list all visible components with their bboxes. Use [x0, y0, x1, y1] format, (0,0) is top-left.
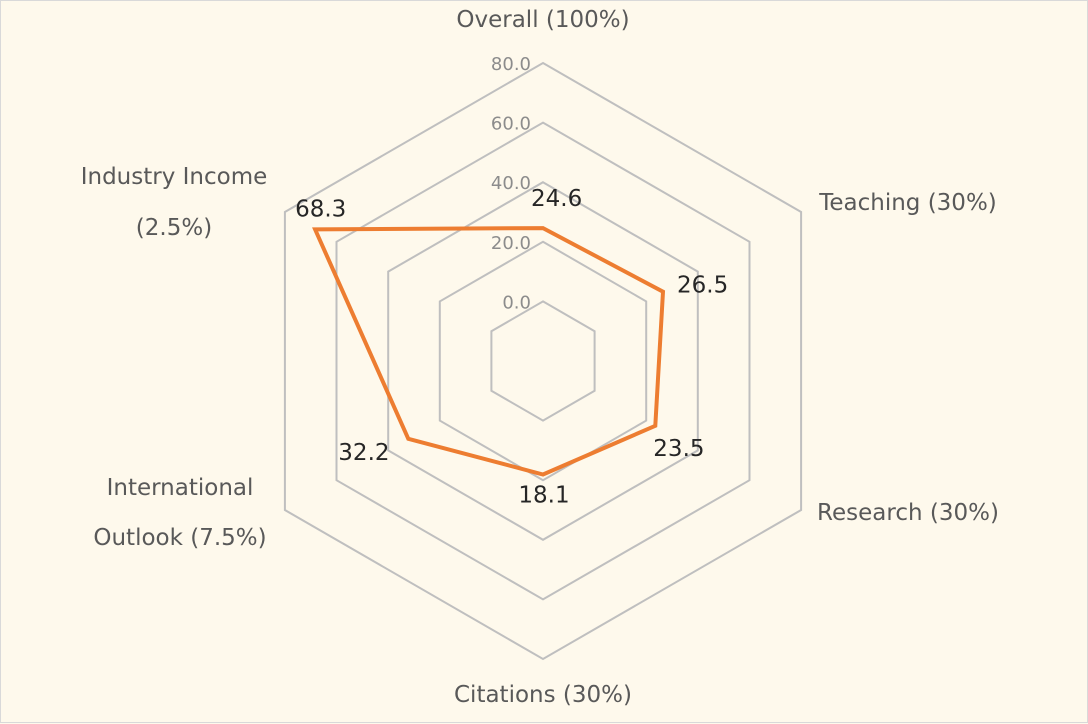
data-label: 26.5: [677, 273, 728, 299]
series-line: [312, 226, 666, 477]
axis-label: Overall (100%): [456, 7, 629, 33]
data-label: 32.2: [338, 440, 389, 466]
grid-ring-3: [335, 121, 751, 601]
axis-label: Citations (30%): [454, 682, 632, 708]
grid-ring-2: [387, 181, 699, 541]
grid-ring-0: [490, 300, 596, 422]
data-label: 18.1: [518, 483, 569, 509]
grid-ring-1: [438, 240, 648, 482]
tick-label: 20.0: [491, 233, 531, 254]
tick-label: 0.0: [502, 292, 531, 313]
axis-label: (2.5%): [136, 215, 212, 241]
axis-label: Industry Income: [81, 164, 268, 190]
axis-label: Outlook (7.5%): [93, 525, 266, 551]
data-label: 24.6: [531, 186, 582, 212]
grid-ring-4: [283, 61, 803, 661]
tick-label: 60.0: [491, 114, 531, 135]
axis-label: Research (30%): [817, 500, 999, 526]
data-label: 23.5: [653, 436, 704, 462]
tick-label: 80.0: [491, 54, 531, 75]
axis-label: Teaching (30%): [818, 190, 997, 216]
data-label: 68.3: [295, 196, 346, 222]
axis-label: International: [107, 475, 254, 501]
tick-label: 40.0: [491, 173, 531, 194]
